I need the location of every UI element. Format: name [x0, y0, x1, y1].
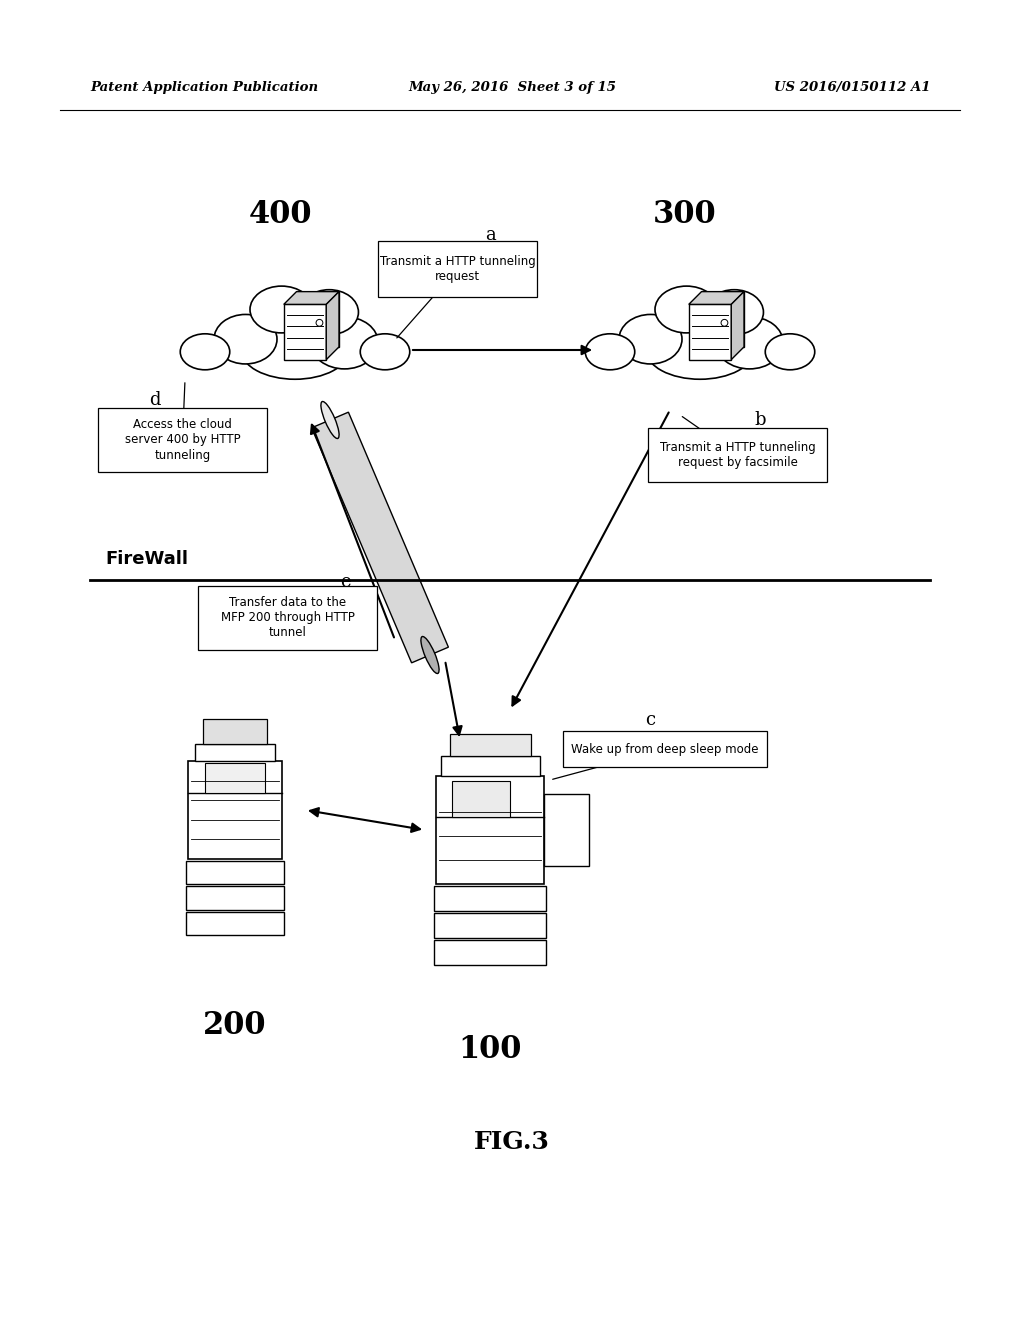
- Text: May 26, 2016  Sheet 3 of 15: May 26, 2016 Sheet 3 of 15: [408, 82, 616, 95]
- FancyBboxPatch shape: [440, 756, 540, 776]
- Text: 100: 100: [459, 1035, 521, 1065]
- Text: Transmit a HTTP tunneling
request: Transmit a HTTP tunneling request: [380, 255, 536, 282]
- FancyBboxPatch shape: [701, 292, 744, 347]
- FancyBboxPatch shape: [186, 861, 284, 884]
- Text: b: b: [755, 411, 766, 429]
- FancyBboxPatch shape: [186, 886, 284, 909]
- Ellipse shape: [241, 321, 349, 379]
- FancyBboxPatch shape: [195, 744, 275, 762]
- Text: FIG.3: FIG.3: [474, 1130, 550, 1154]
- Text: US 2016/0150112 A1: US 2016/0150112 A1: [773, 82, 930, 95]
- FancyBboxPatch shape: [436, 776, 544, 884]
- Text: 300: 300: [653, 199, 717, 230]
- Polygon shape: [327, 292, 339, 359]
- FancyBboxPatch shape: [563, 731, 767, 767]
- FancyBboxPatch shape: [544, 795, 589, 866]
- Ellipse shape: [655, 286, 718, 333]
- Ellipse shape: [180, 334, 229, 370]
- Polygon shape: [689, 292, 744, 305]
- Ellipse shape: [618, 314, 682, 364]
- Circle shape: [721, 319, 728, 326]
- Ellipse shape: [300, 289, 358, 335]
- FancyBboxPatch shape: [450, 734, 530, 756]
- Polygon shape: [284, 292, 339, 305]
- Text: a: a: [484, 226, 496, 244]
- Ellipse shape: [765, 334, 815, 370]
- Ellipse shape: [360, 334, 410, 370]
- Text: Wake up from deep sleep mode: Wake up from deep sleep mode: [571, 742, 759, 755]
- Ellipse shape: [250, 286, 313, 333]
- Text: 200: 200: [203, 1010, 266, 1040]
- Text: Transfer data to the
MFP 200 through HTTP
tunnel: Transfer data to the MFP 200 through HTT…: [220, 597, 354, 639]
- Text: Transmit a HTTP tunneling
request by facsimile: Transmit a HTTP tunneling request by fac…: [659, 441, 815, 469]
- Text: e: e: [340, 573, 350, 591]
- Ellipse shape: [646, 321, 754, 379]
- FancyBboxPatch shape: [98, 408, 267, 473]
- Text: FireWall: FireWall: [105, 550, 188, 568]
- Ellipse shape: [716, 317, 783, 368]
- FancyBboxPatch shape: [284, 305, 327, 359]
- Polygon shape: [311, 412, 449, 663]
- FancyBboxPatch shape: [203, 718, 267, 744]
- Ellipse shape: [586, 334, 635, 370]
- FancyBboxPatch shape: [297, 292, 339, 347]
- Ellipse shape: [705, 289, 764, 335]
- FancyBboxPatch shape: [188, 762, 282, 859]
- Ellipse shape: [214, 314, 278, 364]
- FancyBboxPatch shape: [378, 242, 537, 297]
- FancyBboxPatch shape: [186, 912, 284, 936]
- FancyBboxPatch shape: [648, 428, 827, 482]
- FancyBboxPatch shape: [689, 305, 731, 359]
- Text: 400: 400: [248, 199, 311, 230]
- Text: c: c: [645, 711, 655, 729]
- Ellipse shape: [310, 317, 378, 368]
- FancyBboxPatch shape: [434, 940, 546, 965]
- FancyBboxPatch shape: [434, 913, 546, 939]
- FancyBboxPatch shape: [434, 886, 546, 911]
- Text: Patent Application Publication: Patent Application Publication: [90, 82, 318, 95]
- Polygon shape: [731, 292, 744, 359]
- Text: d: d: [150, 391, 161, 409]
- Circle shape: [316, 319, 323, 326]
- FancyBboxPatch shape: [452, 780, 510, 817]
- FancyBboxPatch shape: [205, 763, 265, 793]
- FancyBboxPatch shape: [198, 586, 377, 649]
- Text: Access the cloud
server 400 by HTTP
tunneling: Access the cloud server 400 by HTTP tunn…: [125, 418, 241, 462]
- Ellipse shape: [421, 636, 439, 673]
- Ellipse shape: [321, 401, 339, 438]
